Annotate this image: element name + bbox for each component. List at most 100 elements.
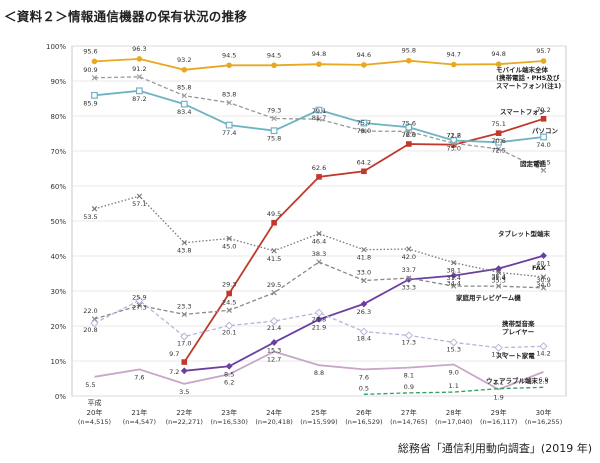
data-label: 53.5 bbox=[83, 213, 97, 221]
data-point bbox=[406, 128, 412, 135]
data-point bbox=[495, 265, 503, 272]
data-point bbox=[271, 62, 277, 69]
series-line bbox=[94, 76, 544, 171]
data-label: 46.4 bbox=[312, 238, 326, 246]
data-point bbox=[359, 327, 369, 336]
data-point bbox=[91, 206, 98, 212]
data-label: 49.5 bbox=[267, 210, 281, 218]
data-label: 83.4 bbox=[177, 108, 191, 116]
x-tick-sample-size: (n=15,599) bbox=[300, 418, 337, 426]
chart-grid bbox=[71, 45, 567, 397]
series-name-label: タブレット型端末 bbox=[498, 229, 551, 238]
data-point bbox=[180, 332, 189, 341]
data-point bbox=[540, 252, 547, 260]
data-label: 64.5 bbox=[536, 158, 550, 166]
data-label: 91.2 bbox=[132, 65, 146, 73]
x-tick-label: 20年 bbox=[86, 408, 102, 417]
data-label: 29.3 bbox=[222, 280, 236, 288]
data-label: 1.9 bbox=[493, 393, 503, 401]
data-point bbox=[406, 141, 412, 147]
data-label: 1.1 bbox=[449, 382, 459, 390]
data-label: 95.7 bbox=[536, 47, 550, 55]
data-point bbox=[181, 311, 187, 318]
data-label: 12.7 bbox=[267, 356, 281, 364]
data-point bbox=[360, 300, 368, 308]
data-point bbox=[495, 283, 502, 289]
data-label: 26.3 bbox=[357, 308, 371, 316]
data-label: 20.8 bbox=[83, 326, 97, 334]
data-point bbox=[136, 193, 143, 199]
y-tick-label: 20% bbox=[50, 323, 66, 331]
data-point bbox=[181, 240, 187, 246]
data-label: 78.0 bbox=[357, 127, 371, 135]
data-label: 8.5 bbox=[224, 370, 234, 378]
data-point bbox=[316, 230, 322, 237]
data-point bbox=[314, 308, 324, 317]
data-point bbox=[406, 275, 412, 281]
y-tick-label: 0% bbox=[55, 393, 66, 401]
data-label: 42.0 bbox=[402, 253, 416, 261]
data-label: 57.1 bbox=[132, 200, 146, 208]
data-point bbox=[540, 285, 547, 291]
data-point bbox=[90, 319, 99, 328]
x-tick-label: 23年 bbox=[221, 408, 237, 417]
data-point bbox=[316, 116, 322, 122]
data-point bbox=[450, 141, 457, 148]
data-point bbox=[540, 274, 547, 280]
data-label: 7.6 bbox=[134, 373, 144, 381]
data-label: 75.7 bbox=[357, 119, 371, 127]
data-label: 17.0 bbox=[177, 340, 191, 348]
data-label: 94.5 bbox=[267, 51, 281, 59]
data-point bbox=[361, 128, 367, 134]
data-point bbox=[449, 338, 458, 347]
data-point bbox=[225, 121, 233, 129]
y-tick-label: 30% bbox=[50, 288, 66, 296]
data-point bbox=[136, 56, 143, 62]
data-label: 62.6 bbox=[312, 164, 326, 172]
data-point bbox=[404, 331, 413, 340]
data-label: 71.8 bbox=[446, 132, 460, 140]
series-name-label: FAX bbox=[532, 264, 546, 272]
data-label: 7.2 bbox=[169, 368, 179, 376]
data-point bbox=[181, 67, 188, 73]
data-label: 94.5 bbox=[222, 51, 236, 59]
data-label: 74.0 bbox=[536, 141, 550, 149]
data-label: 27.3 bbox=[132, 303, 146, 311]
data-point bbox=[271, 290, 277, 296]
y-tick-label: 60% bbox=[50, 183, 66, 191]
data-point bbox=[315, 315, 323, 323]
y-tick-label: 90% bbox=[50, 78, 66, 86]
data-point bbox=[225, 362, 233, 370]
data-label: 85.9 bbox=[83, 99, 97, 107]
data-label: 3.5 bbox=[179, 388, 189, 396]
data-point bbox=[91, 75, 98, 81]
data-label: 41.8 bbox=[357, 254, 371, 262]
data-label: 0.5 bbox=[359, 384, 369, 392]
data-point bbox=[450, 61, 457, 68]
data-point bbox=[405, 123, 413, 131]
y-tick-label: 50% bbox=[50, 218, 66, 226]
data-label: 30.9 bbox=[536, 276, 550, 284]
x-tick-sample-size: (n=4,547) bbox=[123, 418, 156, 426]
x-tick-label: 22年 bbox=[176, 408, 192, 417]
series-name-label: プレイヤー bbox=[502, 327, 534, 336]
data-point bbox=[271, 219, 277, 226]
data-label: 96.3 bbox=[132, 45, 146, 53]
data-point bbox=[361, 62, 367, 68]
data-point bbox=[271, 248, 277, 254]
data-label: 90.9 bbox=[83, 66, 97, 74]
source-note: 総務省「通信利用動向調査」(2019 年) bbox=[397, 442, 592, 455]
data-point bbox=[226, 307, 232, 313]
data-point bbox=[405, 276, 413, 283]
series-line bbox=[363, 386, 544, 395]
data-point bbox=[495, 269, 502, 276]
data-point bbox=[91, 91, 98, 99]
data-point bbox=[225, 321, 234, 330]
series-line bbox=[94, 195, 544, 278]
data-label: 15.3 bbox=[267, 346, 281, 354]
data-label: 94.6 bbox=[357, 51, 371, 59]
data-label: 21.9 bbox=[312, 323, 326, 331]
